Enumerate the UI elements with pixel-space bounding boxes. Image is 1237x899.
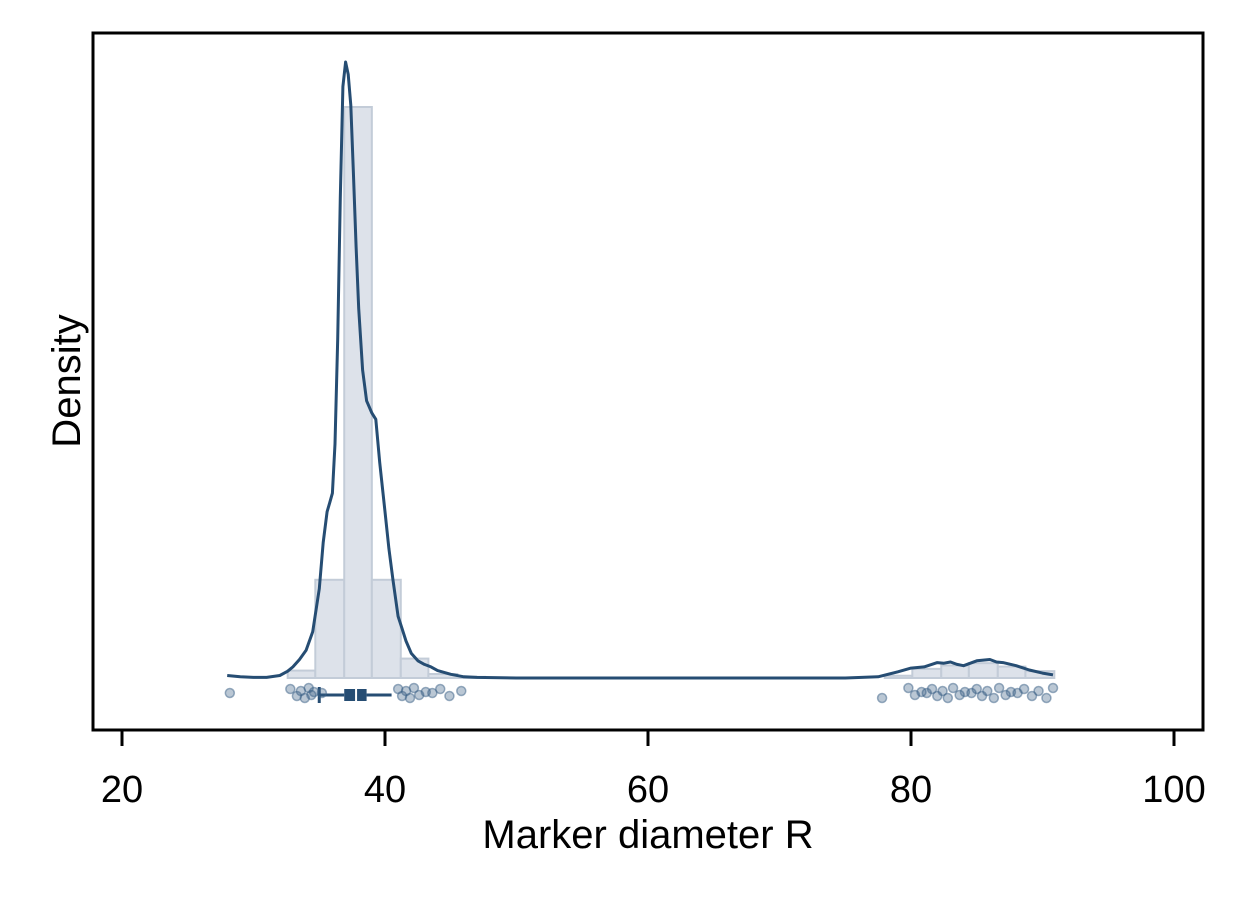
x-axis-title: Marker diameter R — [482, 813, 813, 857]
data-point — [954, 689, 965, 701]
y-axis-title: Density — [45, 314, 89, 447]
data-point — [903, 682, 914, 694]
data-point — [224, 687, 236, 699]
density-curve-layer — [227, 60, 1054, 680]
data-point — [971, 683, 982, 695]
data-point — [926, 683, 938, 695]
x-axis: 20 40 60 80 100 — [101, 730, 1206, 811]
data-point — [942, 692, 954, 704]
data-point — [1000, 689, 1011, 701]
data-point — [408, 682, 420, 694]
data-point — [1041, 692, 1052, 704]
histogram-bar — [399, 657, 430, 679]
x-tick-label: 60 — [627, 769, 669, 811]
data-point — [456, 685, 467, 697]
data-point — [937, 685, 948, 697]
data-point — [876, 692, 888, 704]
histogram-bars — [286, 106, 1056, 680]
x-tick-label: 40 — [364, 769, 406, 811]
histogram-bar — [911, 667, 943, 680]
histogram-bar — [314, 578, 346, 680]
data-point — [308, 686, 320, 698]
data-point — [988, 692, 1000, 704]
data-point — [444, 690, 455, 702]
boxplot-layer — [317, 687, 392, 703]
rug-points-layer — [224, 682, 1059, 704]
data-point — [404, 692, 416, 704]
data-point — [1018, 683, 1030, 695]
data-point — [947, 682, 959, 694]
x-tick-label: 20 — [101, 769, 143, 811]
data-point — [982, 685, 993, 697]
x-tick-label: 80 — [890, 769, 932, 811]
histogram-bar — [883, 674, 914, 680]
histogram-bar — [343, 106, 373, 679]
data-point — [434, 683, 446, 695]
data-point — [1033, 685, 1044, 697]
data-point — [993, 682, 1005, 694]
histogram-bar — [286, 669, 317, 680]
data-point — [1047, 682, 1059, 694]
data-point — [316, 687, 328, 699]
histogram-bar — [940, 664, 970, 679]
histogram-bar — [967, 662, 999, 679]
density-line — [227, 60, 1054, 680]
data-point — [285, 683, 296, 695]
plot-frame — [91, 31, 1205, 732]
x-tick-label: 100 — [1142, 769, 1205, 811]
